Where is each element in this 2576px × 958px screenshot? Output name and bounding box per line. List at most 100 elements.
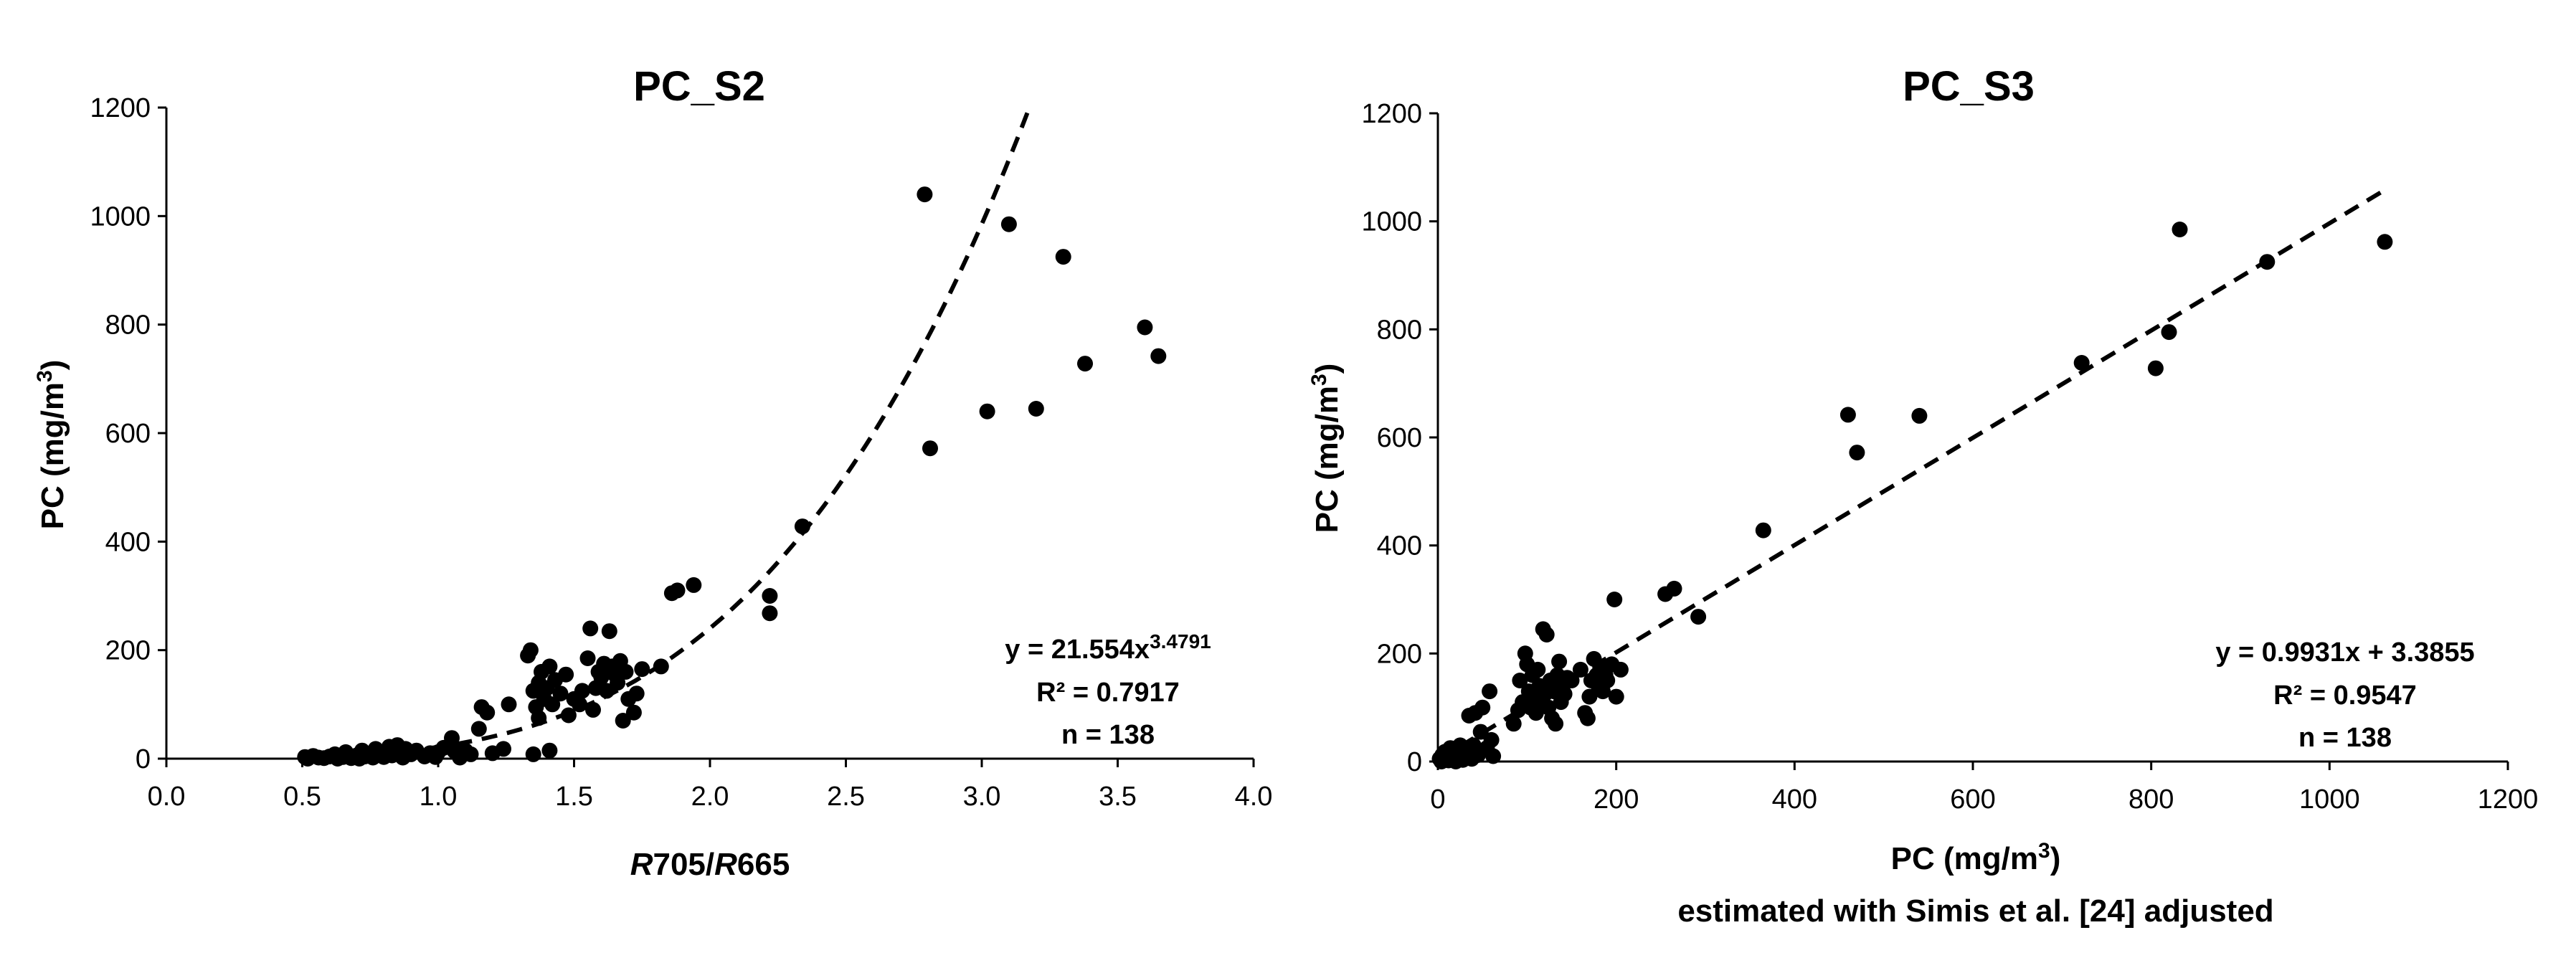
x-tick-label: 0.0 — [148, 782, 186, 812]
data-point — [1606, 592, 1623, 607]
data-point — [1483, 731, 1500, 748]
data-point — [1485, 748, 1502, 764]
y-tick-label: 0 — [1407, 747, 1422, 777]
data-point — [572, 696, 588, 713]
axes — [1429, 112, 2509, 770]
data-point — [541, 658, 558, 675]
y-axis-label: PC (mg/m3) — [33, 360, 70, 530]
sample-count: n = 138 — [2298, 723, 2392, 753]
data-point — [1538, 627, 1555, 642]
data-point — [1000, 216, 1017, 232]
y-tick-label: 1000 — [90, 201, 151, 232]
data-point — [501, 696, 517, 713]
data-point — [579, 650, 596, 666]
data-point — [625, 704, 642, 721]
chart-title: PC_S2 — [633, 63, 765, 110]
data-point — [1472, 724, 1489, 740]
y-tick-label: 400 — [105, 527, 151, 557]
data-point — [525, 746, 541, 762]
data-point — [463, 746, 479, 762]
y-tick-label: 0 — [136, 744, 151, 774]
data-point — [1572, 661, 1588, 678]
data-point — [1581, 688, 1598, 705]
data-point — [1150, 348, 1167, 364]
axes — [158, 106, 1255, 767]
data-point — [1512, 673, 1528, 688]
x-tick-label: 2.5 — [827, 782, 865, 812]
data-point — [1666, 580, 1682, 597]
data-point — [1599, 673, 1616, 688]
data-point — [1055, 249, 1071, 265]
x-tick-label: 1000 — [2299, 784, 2360, 815]
data-point — [541, 742, 558, 759]
data-point — [1839, 407, 1856, 423]
data-point — [552, 686, 569, 702]
data-point — [2172, 222, 2188, 237]
y-tick-label: 800 — [1377, 315, 1422, 345]
x-axis-sublabel: estimated with Simis et al. [24] adjuste… — [1677, 893, 2273, 929]
chart-pc-s3: PC_S3 PC (mg/m3) PC (mg/m3) estimated wi… — [1307, 63, 2538, 929]
data-point — [653, 658, 669, 675]
data-point — [1556, 686, 1573, 702]
data-point — [2161, 324, 2177, 341]
x-tick-label: 800 — [2128, 784, 2174, 815]
x-axis-label: R705/R665 — [630, 847, 790, 882]
data-point — [686, 577, 702, 593]
r-squared: R² = 0.9547 — [2273, 680, 2417, 711]
data-point — [1755, 522, 1771, 539]
tick-labels: 0 200 400 600 800 1000 1200 0 200 400 600 800 1000 12… — [1361, 99, 2538, 815]
data-point — [1505, 716, 1522, 732]
chart-title: PC_S3 — [1903, 63, 2035, 110]
chart-pc-s2: PC_S2 PC (mg/m3) R705/R665 0.0 0.5 1.0 1.5 2… — [33, 63, 1272, 882]
data-point — [610, 675, 626, 691]
equation-box: y = 0.9931x + 3.3855 R² = 0.9547 n = 138 — [2215, 637, 2474, 753]
r-squared: R² = 0.7917 — [1036, 678, 1180, 708]
x-tick-label: 400 — [1772, 784, 1817, 815]
data-point — [1612, 661, 1629, 678]
y-tick-label: 200 — [105, 636, 151, 666]
data-point — [634, 661, 650, 678]
y-tick-label: 800 — [105, 310, 151, 341]
data-point — [2073, 355, 2090, 371]
data-point — [2147, 360, 2164, 376]
data-point — [1563, 673, 1580, 688]
equation-box: y = 21.554x3.4791 R² = 0.7917 n = 138 — [1005, 630, 1211, 750]
data-point — [1608, 688, 1624, 705]
data-point — [1077, 356, 1093, 372]
data-point — [2377, 234, 2393, 250]
data-point — [582, 620, 599, 637]
data-point — [574, 683, 590, 699]
data-point — [1911, 407, 1928, 424]
y-tick-label: 200 — [1377, 639, 1422, 669]
tick-labels: 0.0 0.5 1.0 1.5 2.0 2.5 3.0 3.5 4.0 0 200 400 600 800… — [90, 93, 1272, 812]
x-tick-label: 1200 — [2478, 784, 2539, 815]
svg-text:PC (mg/m3): PC (mg/m3) — [33, 360, 70, 530]
data-point — [617, 663, 634, 680]
x-tick-label: 3.5 — [1099, 782, 1137, 812]
x-tick-label: 2.0 — [691, 782, 729, 812]
y-axis-label: PC (mg/m3) — [1307, 364, 1345, 533]
data-point — [470, 721, 487, 737]
x-tick-label: 3.0 — [963, 782, 1001, 812]
data-point — [628, 686, 645, 702]
data-point — [544, 696, 561, 713]
data-points — [297, 186, 1167, 767]
data-point — [669, 582, 686, 599]
data-point — [444, 730, 460, 746]
data-point — [1028, 401, 1044, 417]
x-axis-label: PC (mg/m3) — [1891, 839, 2061, 876]
data-point — [599, 683, 615, 699]
data-point — [979, 403, 995, 419]
equation: y = 21.554x3.4791 — [1005, 630, 1211, 665]
data-point — [762, 605, 778, 622]
sample-count: n = 138 — [1061, 720, 1155, 750]
equation: y = 0.9931x + 3.3855 — [2215, 637, 2474, 668]
data-point — [560, 707, 577, 724]
data-point — [1482, 683, 1498, 700]
data-point — [794, 518, 810, 535]
data-point — [762, 588, 778, 604]
data-point — [479, 704, 496, 721]
data-point — [917, 186, 933, 203]
data-points — [1431, 222, 2393, 769]
